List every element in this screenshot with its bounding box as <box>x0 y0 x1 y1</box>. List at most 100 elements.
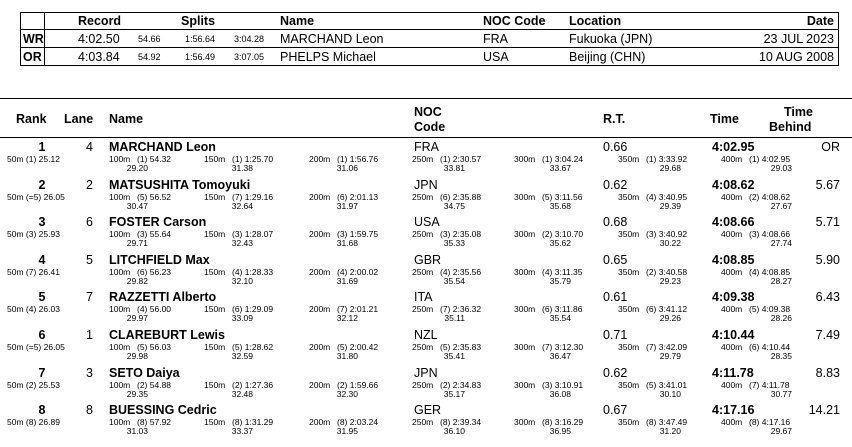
records-type-divider <box>44 12 45 66</box>
split-segment: 35.79 <box>549 275 571 286</box>
result-noc: JPN <box>414 365 438 380</box>
split-cumulative: 50m (7) 26.41 <box>7 266 60 277</box>
split-segment: 29.82 <box>126 275 148 286</box>
split-cumulative: (7) 3:12.30 <box>542 342 584 352</box>
split-segment: 30.22 <box>659 238 681 249</box>
split-segment: 29.20 <box>126 163 148 173</box>
result-time: 4:10.44 <box>712 328 755 342</box>
split-segment: 34.75 <box>443 200 465 211</box>
split-label: 350m <box>618 191 640 202</box>
split-label: 200m <box>309 342 331 352</box>
split-label: 100m <box>109 266 131 277</box>
split-segment: 30.47 <box>126 200 148 211</box>
split-cumulative: 50m (=5) 26.05 <box>7 342 65 352</box>
record-split: 54.66 <box>138 34 161 44</box>
split-label: 150m <box>204 229 226 240</box>
split-cumulative: (4) 2:35.56 <box>440 266 482 277</box>
record-type: OR <box>23 50 42 64</box>
split-label: 100m <box>109 304 131 315</box>
split-segment: 31.68 <box>336 238 358 249</box>
split-label: 100m <box>109 379 131 390</box>
result-name: SETO Daiya <box>109 365 180 380</box>
result-behind: 14.21 <box>808 403 840 418</box>
split-label: 250m <box>412 342 434 352</box>
split-segment: 35.54 <box>549 313 571 324</box>
split-segment: 27.67 <box>770 200 792 211</box>
split-cumulative: (5) 2:35.83 <box>440 342 482 352</box>
result-behind: 6.43 <box>815 290 840 305</box>
split-cumulative: (1) 2:30.57 <box>440 154 482 164</box>
split-cumulative: (1) 3:33.92 <box>646 154 688 164</box>
split-label: 400m <box>721 304 743 315</box>
result-behind: 5.67 <box>815 177 840 192</box>
split-label: 250m <box>412 154 434 164</box>
split-cumulative: (2) 2:34.83 <box>440 379 482 390</box>
split-segment: 32.30 <box>336 388 358 399</box>
split-label: 150m <box>204 417 226 428</box>
split-segment: 32.12 <box>336 313 358 324</box>
split-label: 300m <box>514 379 536 390</box>
records-header-noc: NOC Code <box>483 14 546 28</box>
split-cumulative: (8) 1:31.29 <box>232 417 274 428</box>
split-segment: 35.33 <box>443 238 465 249</box>
col-behind-line2: Behind <box>769 120 812 134</box>
split-cumulative: 50m (1) 25.12 <box>7 154 60 164</box>
split-segment: 32.48 <box>231 388 253 399</box>
result-name: CLAREBURT Lewis <box>109 328 225 342</box>
record-noc: USA <box>483 50 509 64</box>
split-label: 300m <box>514 154 536 164</box>
split-cumulative: (1) 4:02.95 <box>749 154 791 164</box>
split-label: 400m <box>721 417 743 428</box>
split-cumulative: (6) 1:29.09 <box>232 304 274 315</box>
split-cumulative: (4) 1:28.33 <box>232 266 274 277</box>
record-split: 1:56.49 <box>185 52 216 62</box>
split-label: 150m <box>204 266 226 277</box>
split-cumulative: (8) 4:17.16 <box>749 417 791 428</box>
split-segment: 31.20 <box>659 426 681 437</box>
record-type: WR <box>23 32 44 46</box>
split-label: 250m <box>412 266 434 277</box>
result-rt: 0.68 <box>603 215 628 230</box>
split-cumulative: (4) 4:08.85 <box>749 266 791 277</box>
split-cumulative: (3) 3:40.92 <box>646 229 688 240</box>
split-label: 350m <box>618 304 640 315</box>
result-noc: GBR <box>414 252 442 267</box>
split-cumulative: (3) 3:10.91 <box>542 379 584 390</box>
split-label: 150m <box>204 154 226 164</box>
split-label: 400m <box>721 229 743 240</box>
split-label: 300m <box>514 304 536 315</box>
split-segment: 35.54 <box>443 275 465 286</box>
result-lane: 8 <box>86 403 93 418</box>
split-label: 300m <box>514 342 536 352</box>
results-header-divider <box>0 137 852 138</box>
split-label: 300m <box>514 417 536 428</box>
split-label: 100m <box>109 229 131 240</box>
record-split: 54.92 <box>138 52 161 62</box>
split-label: 150m <box>204 379 226 390</box>
split-label: 300m <box>514 229 536 240</box>
split-label: 100m <box>109 191 131 202</box>
split-cumulative: (5) 2:00.42 <box>337 342 379 352</box>
split-cumulative: (1) 54.32 <box>137 154 172 164</box>
split-segment: 33.37 <box>231 426 253 437</box>
result-name: BUESSING Cedric <box>109 403 217 418</box>
split-cumulative: (6) 2:01.13 <box>337 191 379 202</box>
split-label: 250m <box>412 417 434 428</box>
result-time: 4:17.16 <box>712 403 755 418</box>
split-segment: 32.10 <box>231 275 253 286</box>
col-name: Name <box>109 112 144 126</box>
record-date: 23 JUL 2023 <box>763 32 834 46</box>
result-noc: NZL <box>414 328 438 342</box>
result-rt: 0.67 <box>603 403 628 418</box>
split-cumulative: (3) 1:59.75 <box>337 229 379 240</box>
record-split: 3:07.05 <box>234 52 265 62</box>
split-cumulative: (5) 1:28.62 <box>232 342 274 352</box>
split-label: 250m <box>412 379 434 390</box>
split-segment: 28.26 <box>770 313 792 324</box>
split-label: 400m <box>721 266 743 277</box>
split-segment: 35.68 <box>549 200 571 211</box>
split-segment: 33.67 <box>549 163 571 173</box>
split-cumulative: (3) 55.64 <box>137 229 172 240</box>
result-rt: 0.66 <box>603 140 628 154</box>
split-segment: 28.27 <box>770 275 792 286</box>
